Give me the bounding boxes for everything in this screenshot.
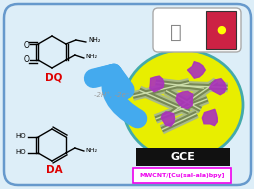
- FancyArrowPatch shape: [97, 70, 137, 119]
- Text: MWCNT/[Cu(sal-ala)bpy]: MWCNT/[Cu(sal-ala)bpy]: [139, 173, 224, 178]
- Polygon shape: [187, 62, 204, 78]
- Text: DA: DA: [45, 165, 62, 175]
- Text: O: O: [23, 54, 29, 64]
- Text: NH₂: NH₂: [86, 54, 98, 60]
- FancyArrowPatch shape: [93, 74, 137, 119]
- Text: HO: HO: [15, 133, 26, 139]
- Text: GCE: GCE: [170, 152, 195, 162]
- Text: -2H⁺, -2e⁻: -2H⁺, -2e⁻: [94, 92, 129, 98]
- Ellipse shape: [122, 50, 242, 160]
- FancyBboxPatch shape: [135, 148, 229, 166]
- Polygon shape: [209, 79, 225, 95]
- FancyBboxPatch shape: [152, 8, 240, 52]
- Text: NH₂: NH₂: [88, 37, 101, 43]
- Text: 🐁: 🐁: [169, 22, 181, 42]
- Text: O: O: [23, 40, 29, 50]
- FancyBboxPatch shape: [133, 168, 230, 183]
- Polygon shape: [176, 91, 192, 108]
- FancyBboxPatch shape: [205, 11, 235, 49]
- Polygon shape: [161, 112, 174, 126]
- FancyBboxPatch shape: [4, 4, 250, 185]
- Text: NH₂: NH₂: [86, 147, 98, 153]
- Text: HO: HO: [15, 149, 26, 155]
- Text: DQ: DQ: [45, 72, 62, 82]
- Text: ●: ●: [215, 25, 225, 35]
- Polygon shape: [201, 109, 216, 125]
- Polygon shape: [149, 76, 163, 92]
